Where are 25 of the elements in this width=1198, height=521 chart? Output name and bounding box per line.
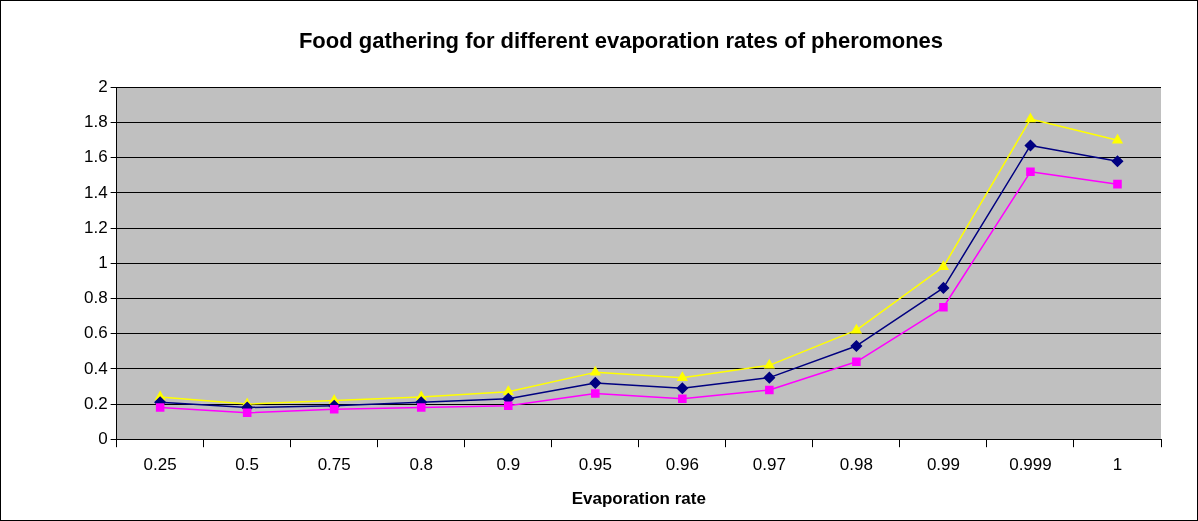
- x-tick-label: 0.98: [839, 455, 873, 475]
- y-tick-label: 2: [98, 77, 108, 97]
- y-tick-label: 1: [98, 252, 108, 272]
- y-tick-label: 1.8: [83, 112, 108, 132]
- x-tick-label: 0.97: [752, 455, 786, 475]
- y-tick-label: 1.2: [83, 217, 108, 237]
- x-tick-label: 0.25: [143, 455, 177, 475]
- y-tick-label: 0: [98, 428, 108, 448]
- x-tick-label: 1: [1112, 455, 1123, 475]
- x-tick-label: 0.96: [665, 455, 699, 475]
- y-tick-label: 0.2: [83, 393, 108, 413]
- y-tick-label: 1.4: [83, 182, 108, 202]
- x-tick-label: 0.95: [578, 455, 612, 475]
- x-tick-label: 0.9: [496, 455, 521, 475]
- x-tick-label: 0.999: [1009, 455, 1052, 475]
- x-tick-label: 0.8: [409, 455, 434, 475]
- y-tick-label: 0.4: [83, 358, 108, 378]
- x-tick-label: 0.99: [926, 455, 960, 475]
- x-tick-label: 0.75: [317, 455, 351, 475]
- chart-title: Food gathering for different evaporation rates of pheromones: [298, 28, 944, 54]
- y-tick-label: 0.8: [83, 288, 108, 308]
- y-tick-label: 0.6: [83, 323, 108, 343]
- x-tick-label: 0.5: [235, 455, 259, 475]
- y-tick-label: 1.6: [83, 147, 108, 167]
- x-axis-title: Evaporation rate: [571, 489, 706, 509]
